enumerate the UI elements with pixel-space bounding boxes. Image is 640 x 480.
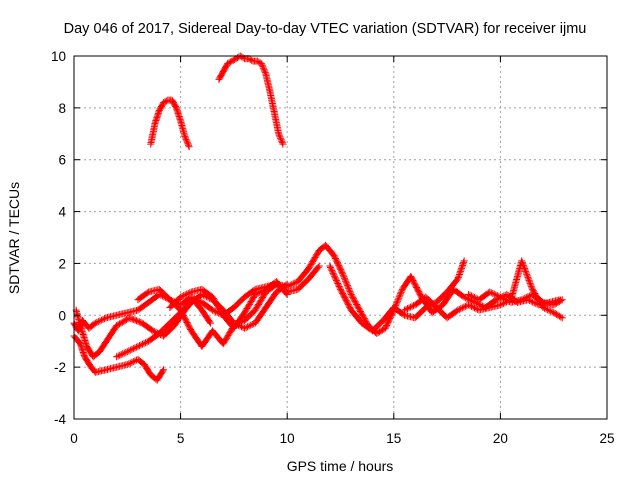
- plot-frame: [73, 55, 608, 420]
- y-tick-label: 10: [51, 49, 66, 64]
- series-track-8: [400, 257, 566, 322]
- y-tick-label: 0: [58, 308, 66, 323]
- grid: [74, 56, 607, 419]
- point-markers: [166, 278, 291, 332]
- y-tick-label: 8: [58, 101, 66, 116]
- data-points: [70, 52, 566, 384]
- point-markers: [147, 96, 193, 151]
- series-track-7: [326, 257, 468, 335]
- chart-title: Day 046 of 2017, Sidereal Day-to-day VTE…: [64, 21, 587, 37]
- x-tick-label: 20: [493, 431, 508, 446]
- y-tick-label: 6: [58, 153, 66, 168]
- series-arc-b: [215, 52, 287, 148]
- y-axis-label: SDTVAR / TECUs: [6, 182, 22, 294]
- x-tick-label: 0: [70, 431, 78, 446]
- x-tick-label: 5: [177, 431, 185, 446]
- point-markers: [134, 262, 323, 350]
- point-markers: [400, 257, 566, 322]
- y-tick-label: 2: [58, 256, 66, 271]
- y-tick-label: -4: [54, 412, 66, 427]
- series-track-6: [166, 278, 291, 332]
- point-markers: [326, 257, 468, 335]
- series-arc-a: [147, 96, 193, 151]
- x-tick-label: 15: [386, 431, 401, 446]
- point-markers: [464, 288, 566, 309]
- x-tick-label: 25: [599, 431, 614, 446]
- series-track-5: [134, 262, 323, 350]
- x-axis-label: GPS time / hours: [287, 458, 394, 474]
- y-tick-label: -2: [54, 360, 66, 375]
- series-track-9: [464, 288, 566, 309]
- point-markers: [215, 52, 287, 148]
- axis-ticks: 0 5 10 15 20 25 -4 -2 0 2 4 6 8 10: [51, 49, 615, 446]
- y-tick-label: 4: [58, 205, 66, 220]
- x-tick-label: 10: [280, 431, 295, 446]
